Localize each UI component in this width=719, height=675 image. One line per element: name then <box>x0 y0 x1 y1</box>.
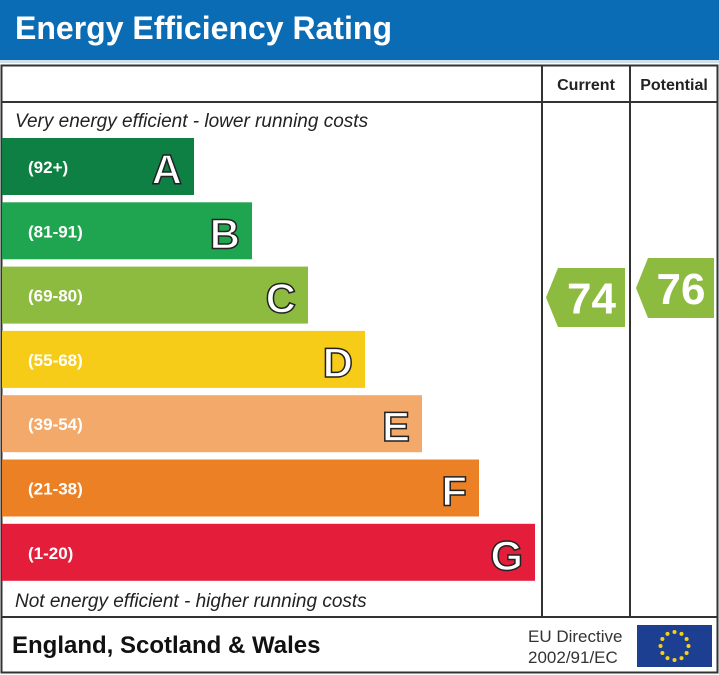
eu-flag-star <box>679 656 684 661</box>
current-rating-value: 74 <box>567 275 616 324</box>
band-letter: D <box>323 339 353 386</box>
band-range: (69-80) <box>28 287 83 306</box>
footer-region: England, Scotland & Wales <box>12 632 320 659</box>
eu-flag-star <box>658 644 663 648</box>
eu-directive-line1: EU Directive <box>528 627 622 646</box>
top-note: Very energy efficient - lower running co… <box>15 111 369 132</box>
band-bar-f <box>2 459 479 517</box>
header-bar: Energy Efficiency Rating <box>0 0 719 63</box>
eu-flag-star <box>660 637 665 641</box>
band-bar-b <box>2 202 252 260</box>
band-bar-d <box>2 330 365 388</box>
band-range: (55-68) <box>28 351 83 370</box>
eu-flag-star <box>684 651 689 655</box>
band-letter: G <box>490 532 523 579</box>
band-range: (81-91) <box>28 222 83 241</box>
eu-flag-star <box>665 656 670 661</box>
eu-flag-star <box>672 658 677 662</box>
band-range: (21-38) <box>28 480 83 499</box>
band-letter: C <box>266 275 296 322</box>
band-letter: F <box>441 468 467 515</box>
band-bar-g <box>2 523 535 581</box>
band-letter: A <box>152 146 182 193</box>
eu-flag-star <box>679 631 684 636</box>
eu-directive-line2: 2002/91/EC <box>528 648 618 667</box>
column-header-current: Current <box>557 77 615 94</box>
current-rating-arrow <box>546 268 625 327</box>
band-letter: E <box>382 403 410 450</box>
potential-rating-value: 76 <box>657 265 706 314</box>
band-range: (39-54) <box>28 415 83 434</box>
band-bar-c <box>2 266 308 324</box>
frame <box>0 64 719 674</box>
eu-flag-star <box>684 637 689 641</box>
page-title: Energy Efficiency Rating <box>15 10 392 46</box>
eu-flag-star <box>665 631 670 636</box>
potential-rating-arrow <box>636 258 714 318</box>
eu-flag-star <box>672 630 677 634</box>
band-range: (92+) <box>28 158 68 177</box>
eu-flag-star <box>660 651 665 655</box>
band-range: (1-20) <box>28 544 73 563</box>
column-header-potential: Potential <box>640 77 708 94</box>
band-letter: B <box>210 210 240 257</box>
band-bar-a <box>2 138 194 195</box>
eu-flag-star <box>686 644 691 648</box>
bottom-note: Not energy efficient - higher running co… <box>15 591 367 612</box>
band-bar-e <box>2 395 422 453</box>
